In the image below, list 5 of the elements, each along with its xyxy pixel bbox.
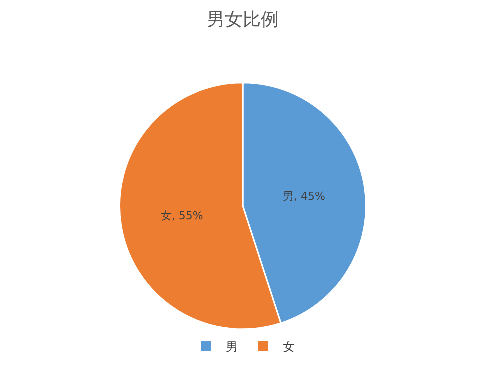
legend-label: 女 [283,340,295,354]
legend-label: 男 [226,340,238,354]
data-label: 男, 45% [283,190,326,203]
data-label: 女, 55% [160,209,204,222]
chart-title: 男女比例 [207,9,279,30]
